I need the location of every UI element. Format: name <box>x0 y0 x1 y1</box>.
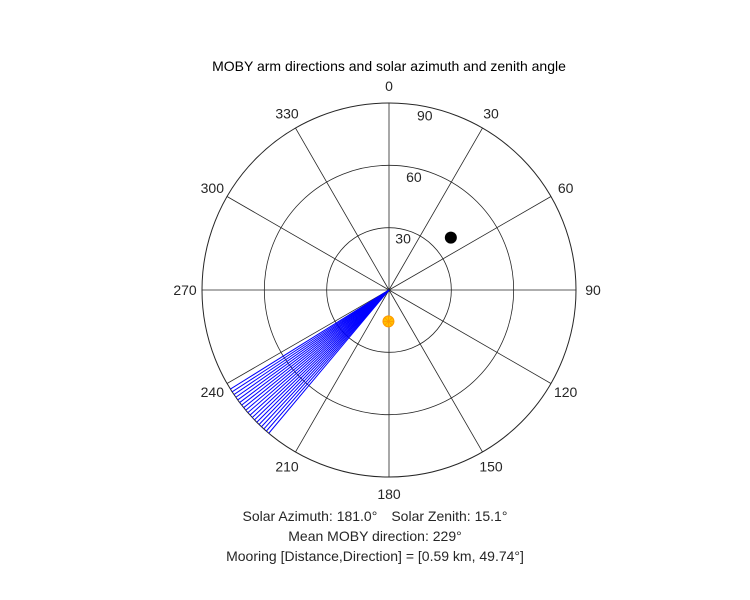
mean-direction-label: Mean MOBY direction: <box>288 528 429 544</box>
tick-labels: 0 30 60 90 120 150 180 210 240 270 300 330 30 60 90 <box>173 78 601 502</box>
theta-tick-label-90: 90 <box>585 282 601 298</box>
moby-arm-line <box>258 289 390 425</box>
mooring-label: Mooring [Distance,Direction] = <box>226 548 415 564</box>
moby-arm-line <box>233 289 390 395</box>
moby-arm-line <box>239 289 390 403</box>
spoke-300 <box>226 196 390 291</box>
spoke-60 <box>388 196 552 291</box>
moby-arm-line <box>249 289 390 416</box>
moby-arm-line <box>268 289 390 434</box>
spoke-30 <box>388 127 483 291</box>
moby-arm-line <box>263 289 390 430</box>
polar-grid <box>201 102 577 478</box>
moby-arm-line <box>231 289 390 393</box>
solar-angles-caption: Solar Azimuth: 181.0° Solar Zenith: 15.1° <box>0 508 750 524</box>
moby-arm-line <box>247 289 390 414</box>
moby-arm-line <box>245 289 390 411</box>
mean-direction-caption: Mean MOBY direction: 229° <box>0 528 750 544</box>
moby-arm-line <box>243 289 390 409</box>
spoke-120 <box>388 289 552 384</box>
theta-tick-label-210: 210 <box>275 459 299 475</box>
moby-arm-line <box>265 289 390 432</box>
sun-marker <box>382 315 395 328</box>
ring-90 <box>201 102 577 478</box>
solar-azimuth-value: 181.0° <box>336 508 378 524</box>
theta-tick-label-0: 0 <box>385 78 393 94</box>
mooring-value: [0.59 km, 49.74°] <box>417 548 524 564</box>
moby-arm-line <box>251 289 390 418</box>
moby-arm-line <box>241 289 390 406</box>
spoke-150 <box>388 289 483 453</box>
spoke-240 <box>226 289 390 384</box>
spoke-210 <box>295 289 390 453</box>
moby-arm-line <box>230 289 390 390</box>
solar-zenith-value: 15.1° <box>474 508 508 524</box>
chart-title: MOBY arm directions and solar azimuth an… <box>212 58 566 74</box>
ring-30 <box>326 227 452 353</box>
theta-tick-label-300: 300 <box>201 180 225 196</box>
r-tick-label-90: 90 <box>417 108 433 124</box>
theta-tick-label-120: 120 <box>554 384 578 400</box>
moby-arm-line <box>254 289 390 421</box>
moby-arm-line <box>261 289 390 428</box>
moby-arm-line <box>235 289 390 398</box>
mean-direction-value: 229° <box>432 528 462 544</box>
spoke-330 <box>295 127 390 291</box>
theta-tick-label-330: 330 <box>275 105 299 121</box>
solar-azimuth-label: Solar Azimuth: <box>242 508 333 524</box>
mooring-caption: Mooring [Distance,Direction] = [0.59 km,… <box>0 548 750 564</box>
moby-arm-line <box>256 289 390 423</box>
markers <box>382 231 457 328</box>
theta-tick-label-30: 30 <box>483 105 499 121</box>
theta-tick-label-180: 180 <box>377 486 401 502</box>
moby-arm-line <box>237 289 390 401</box>
theta-tick-label-60: 60 <box>558 180 574 196</box>
r-tick-label-30: 30 <box>395 230 411 246</box>
r-tick-label-60: 60 <box>406 169 422 185</box>
solar-zenith-label: Solar Zenith: <box>391 508 471 524</box>
mooring-marker <box>444 231 457 244</box>
theta-tick-label-150: 150 <box>479 459 503 475</box>
moby-arm-lines <box>230 289 390 434</box>
ring-60 <box>263 164 515 416</box>
theta-tick-label-270: 270 <box>173 282 197 298</box>
theta-tick-label-240: 240 <box>201 384 225 400</box>
